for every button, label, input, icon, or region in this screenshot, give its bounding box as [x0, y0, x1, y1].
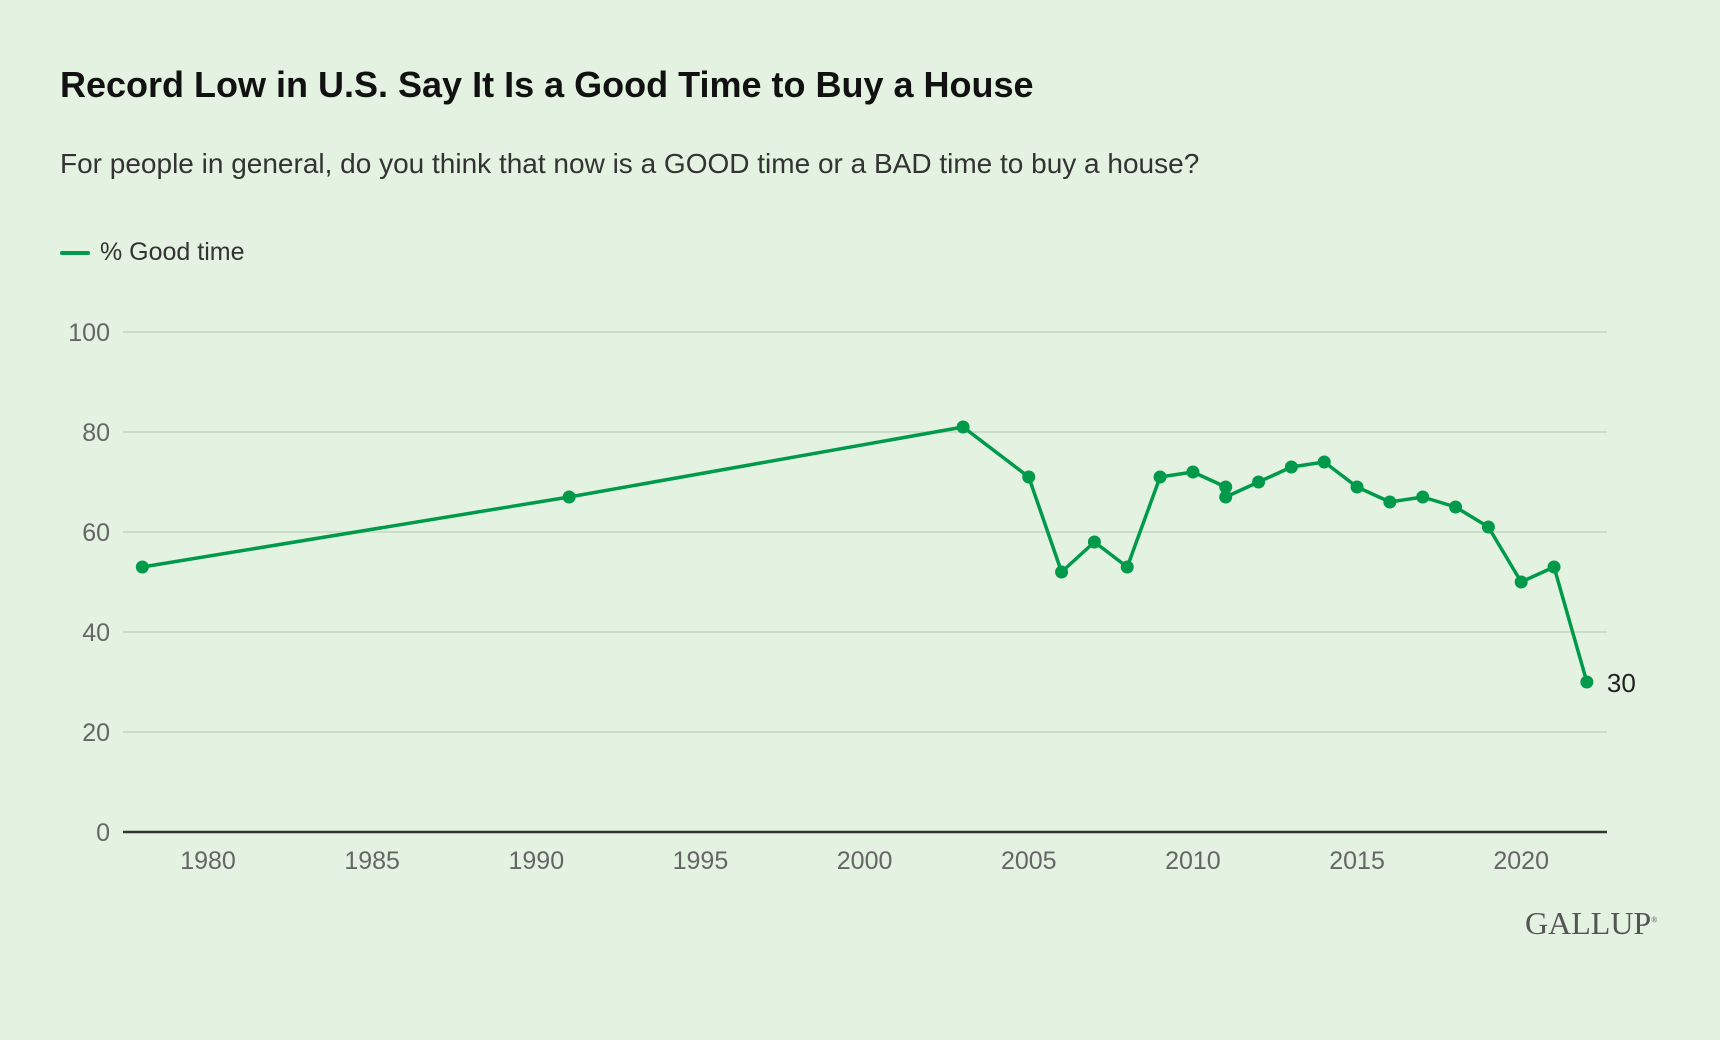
- legend-label: % Good time: [100, 238, 245, 266]
- chart-subtitle: For people in general, do you think that…: [60, 148, 1200, 179]
- data-point: [1153, 470, 1167, 484]
- data-point: [1087, 535, 1101, 549]
- y-tick-label: 60: [82, 519, 110, 547]
- data-point: [1219, 480, 1233, 494]
- data-point: [1252, 475, 1266, 489]
- y-tick-label: 40: [82, 619, 110, 647]
- y-tick-label: 100: [68, 319, 110, 347]
- data-point: [1547, 560, 1561, 574]
- x-tick-label: 1995: [673, 847, 729, 875]
- data-point: [562, 490, 576, 504]
- data-point: [1481, 520, 1495, 534]
- x-tick-label: 2005: [1001, 847, 1057, 875]
- data-point: [1317, 455, 1331, 469]
- data-point: [1449, 500, 1463, 514]
- x-tick-label: 2015: [1329, 847, 1385, 875]
- data-label: 30: [1607, 668, 1636, 698]
- data-point: [1350, 480, 1364, 494]
- legend-swatch: [60, 250, 90, 255]
- data-point: [1219, 490, 1233, 504]
- data-point: [1186, 465, 1200, 479]
- x-tick-label: 2020: [1493, 847, 1549, 875]
- y-tick-label: 80: [82, 419, 110, 447]
- logo-text: GALLUP: [1525, 905, 1652, 941]
- x-tick-label: 1990: [508, 847, 564, 875]
- data-point: [1416, 490, 1430, 504]
- data-point: [1514, 575, 1528, 589]
- x-tick-label: 2010: [1165, 847, 1221, 875]
- x-tick-label: 1985: [344, 847, 400, 875]
- data-point: [1120, 560, 1134, 574]
- y-tick-label: 20: [82, 719, 110, 747]
- data-point: [1580, 675, 1594, 689]
- data-point: [956, 420, 970, 434]
- data-point: [135, 560, 149, 574]
- gallup-logo: GALLUP®: [1525, 905, 1658, 941]
- data-point: [1055, 565, 1069, 579]
- data-point: [1022, 470, 1036, 484]
- data-point: [1284, 460, 1298, 474]
- data-point: [1383, 495, 1397, 509]
- chart-title: Record Low in U.S. Say It Is a Good Time…: [60, 64, 1034, 105]
- x-tick-label: 1980: [180, 847, 236, 875]
- x-tick-label: 2000: [837, 847, 893, 875]
- series-line: [142, 425, 1589, 683]
- y-tick-label: 0: [96, 819, 110, 847]
- legend: % Good time: [60, 238, 245, 267]
